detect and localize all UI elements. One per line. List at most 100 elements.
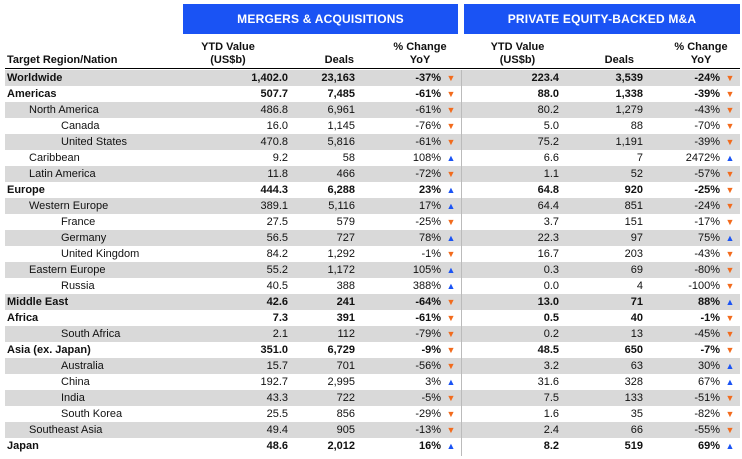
ma-change-arrow: ▼ xyxy=(441,422,461,438)
triangle-up-icon: ▲ xyxy=(446,201,456,211)
pe-ytd-value: 88.0 xyxy=(537,88,559,100)
pe-change-value: 75% xyxy=(643,230,720,246)
triangle-down-icon: ▼ xyxy=(446,73,456,83)
ma-ytd-value: 389.1 xyxy=(185,198,288,214)
ma-deals-count: 7,485 xyxy=(327,88,355,100)
pe-change-arrow: ▲ xyxy=(720,294,740,310)
pe-change-value: 88% xyxy=(643,294,720,310)
region-name: Australia xyxy=(5,358,185,374)
pe-change-value: -51% xyxy=(643,390,720,406)
ma-change-value: 3% xyxy=(425,376,441,388)
pe-change-value: -17% xyxy=(694,216,720,228)
ma-ytd-value: 43.3 xyxy=(185,390,288,406)
ma-ytd-value: 192.7 xyxy=(260,376,288,388)
pe-change-value: -45% xyxy=(643,326,720,342)
ma-deals-count: 6,288 xyxy=(327,184,355,196)
triangle-up-icon: ▲ xyxy=(446,281,456,291)
triangle-down-icon: ▼ xyxy=(725,329,735,339)
ma-deals-count: 579 xyxy=(336,216,355,228)
ma-deals-count: 2,012 xyxy=(327,440,355,452)
region-name: Asia (ex. Japan) xyxy=(7,344,91,356)
pe-ytd-value: 1.6 xyxy=(543,408,559,420)
ma-change-value: -29% xyxy=(415,408,441,420)
ma-change-value: -25% xyxy=(415,216,441,228)
pe-change-arrow: ▼ xyxy=(720,406,740,422)
ma-deals-count: 1,292 xyxy=(327,248,355,260)
triangle-down-icon: ▼ xyxy=(725,345,735,355)
ma-change-arrow: ▼ xyxy=(441,342,461,358)
ma-change-value: 108% xyxy=(412,152,441,164)
table-row: Americas 507.7 7,485 -61% ▼ 88.0 1,338 -39% ▼ xyxy=(5,86,740,102)
pe-ytd-value: 3.2 xyxy=(461,358,559,374)
pe-ytd-header: YTD Value (US$b) xyxy=(470,41,565,67)
region-name: South Korea xyxy=(61,408,123,420)
region-column-header: Target Region/Nation xyxy=(7,54,118,66)
triangle-down-icon: ▼ xyxy=(446,329,456,339)
pe-change-value: -7% xyxy=(700,344,720,356)
ma-change-arrow: ▲ xyxy=(441,278,461,294)
ma-change-value: -61% xyxy=(355,134,441,150)
pe-change-header-line1: % Change xyxy=(674,41,728,53)
ma-ytd-value: 42.6 xyxy=(185,294,288,310)
ma-ytd-value: 470.8 xyxy=(185,134,288,150)
section-divider xyxy=(461,70,462,456)
ma-change-value: 16% xyxy=(418,440,441,452)
region-name: United Kingdom xyxy=(61,248,140,260)
pe-deals-count: 1,191 xyxy=(559,134,643,150)
ma-change-value: -5% xyxy=(355,390,441,406)
region-name: Caribbean xyxy=(29,152,80,164)
pe-ytd-value: 64.8 xyxy=(537,184,559,196)
ma-deals-count: 23,163 xyxy=(288,70,355,86)
pe-change-arrow: ▼ xyxy=(720,118,740,134)
pe-deals-header: Deals xyxy=(604,54,634,66)
ma-change-arrow: ▼ xyxy=(441,294,461,310)
pe-change-value: -39% xyxy=(643,134,720,150)
triangle-down-icon: ▼ xyxy=(446,425,456,435)
ma-change-value: -61% xyxy=(415,88,441,100)
triangle-down-icon: ▼ xyxy=(446,409,456,419)
ma-ytd-value: 48.6 xyxy=(266,440,288,452)
pe-change-arrow: ▼ xyxy=(720,102,740,118)
ma-section-header: MERGERS & ACQUISITIONS xyxy=(183,4,458,34)
triangle-down-icon: ▼ xyxy=(725,281,735,291)
pe-change-header: % Change YoY xyxy=(664,41,738,67)
ma-deals-count: 241 xyxy=(288,294,355,310)
pe-change-arrow: ▲ xyxy=(720,374,740,390)
pe-deals-count: 63 xyxy=(559,358,643,374)
ma-ytd-value: 27.5 xyxy=(266,216,288,228)
region-name: Europe xyxy=(7,184,45,196)
table-row: Eastern Europe 55.2 1,172 105% ▲ 0.3 69 -80% ▼ xyxy=(5,262,740,278)
triangle-down-icon: ▼ xyxy=(446,297,456,307)
ma-change-arrow: ▲ xyxy=(441,198,461,214)
ma-deals-count: 6,961 xyxy=(288,102,355,118)
triangle-down-icon: ▼ xyxy=(725,121,735,131)
pe-deals-count: 151 xyxy=(624,216,643,228)
region-name: South Africa xyxy=(5,326,185,342)
ma-ytd-value: 40.5 xyxy=(266,280,288,292)
pe-deals-count: 851 xyxy=(559,198,643,214)
table-row: United Kingdom 84.2 1,292 -1% ▼ 16.7 203 -43% ▼ xyxy=(5,246,740,262)
ma-ytd-header: YTD Value (US$b) xyxy=(187,41,269,67)
ma-change-value: -9% xyxy=(421,344,441,356)
pe-ytd-value: 0.5 xyxy=(543,312,559,324)
triangle-down-icon: ▼ xyxy=(725,185,735,195)
triangle-up-icon: ▲ xyxy=(725,361,735,371)
triangle-up-icon: ▲ xyxy=(446,441,456,451)
pe-change-value: -57% xyxy=(643,166,720,182)
ma-ytd-header-line2: (US$b) xyxy=(210,54,246,66)
region-name: Germany xyxy=(5,230,185,246)
ma-change-arrow: ▼ xyxy=(441,310,461,326)
ma-deals-count: 5,816 xyxy=(288,134,355,150)
pe-change-arrow: ▼ xyxy=(720,310,740,326)
triangle-up-icon: ▲ xyxy=(725,297,735,307)
ma-ytd-value: 507.7 xyxy=(260,88,288,100)
ma-change-header-line1: % Change xyxy=(393,41,447,53)
ma-change-arrow: ▲ xyxy=(441,230,461,246)
ma-ytd-value: 486.8 xyxy=(185,102,288,118)
ma-change-header-line2: YoY xyxy=(409,54,431,66)
table-row: United States 470.8 5,816 -61% ▼ 75.2 1,191 -39… xyxy=(5,134,740,150)
triangle-up-icon: ▲ xyxy=(725,153,735,163)
ma-change-value: 105% xyxy=(355,262,441,278)
table-row: Germany 56.5 727 78% ▲ 22.3 97 75% ▲ xyxy=(5,230,740,246)
ma-change-header: % Change YoY xyxy=(384,41,456,67)
